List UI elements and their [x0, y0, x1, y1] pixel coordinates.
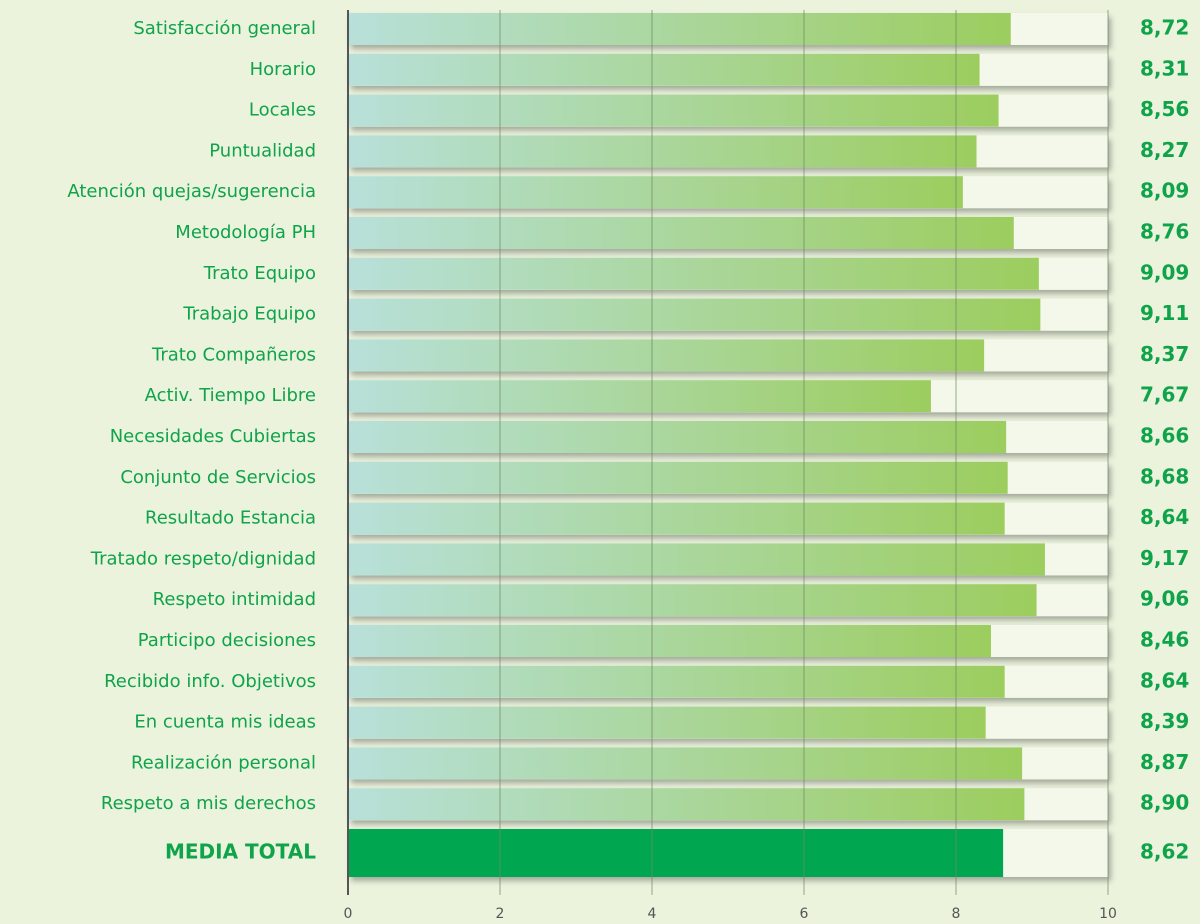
x-tick-label: 2 [496, 906, 505, 922]
value-label: 9,09 [1140, 260, 1189, 284]
category-label: MEDIA TOTAL [165, 840, 316, 864]
bar [348, 339, 985, 372]
category-label: En cuenta mis ideas [134, 712, 316, 733]
bar [348, 380, 931, 413]
category-label: Puntualidad [209, 140, 316, 161]
bar [348, 217, 1014, 249]
value-label: 8,87 [1140, 750, 1189, 774]
category-label: Realización personal [131, 752, 316, 773]
x-tick-label: 10 [1099, 906, 1117, 922]
category-label: Horario [250, 59, 316, 80]
category-label: Trato Compañeros [151, 344, 316, 365]
bar [348, 13, 1011, 45]
bar [348, 747, 1023, 780]
bar [348, 625, 991, 657]
value-label: 8,76 [1140, 220, 1189, 244]
bar [348, 176, 963, 209]
category-label: Recibido info. Objetivos [104, 671, 316, 692]
value-label: 8,62 [1140, 840, 1189, 864]
value-label: 7,67 [1140, 383, 1189, 407]
category-label: Respeto a mis derechos [101, 793, 316, 814]
value-label: 8,09 [1140, 179, 1189, 203]
value-label: 8,90 [1140, 791, 1189, 815]
value-label: 8,72 [1140, 16, 1189, 40]
bar [348, 829, 1004, 877]
value-label: 8,27 [1140, 138, 1189, 162]
category-label: Locales [249, 100, 316, 121]
category-label: Trato Equipo [203, 263, 316, 284]
bar [348, 502, 1005, 535]
category-label: Conjunto de Servicios [120, 467, 316, 488]
value-label: 8,37 [1140, 342, 1189, 366]
bar [348, 257, 1039, 290]
x-tick-label: 0 [344, 906, 353, 922]
value-label: 9,11 [1140, 301, 1189, 325]
value-label: 8,46 [1140, 628, 1189, 652]
category-label: Atención quejas/sugerencia [67, 181, 316, 202]
value-label: 8,56 [1140, 97, 1189, 121]
bar [348, 788, 1025, 821]
bar [348, 706, 986, 739]
bar [348, 135, 977, 168]
category-label: Metodología PH [175, 222, 316, 243]
category-label: Respeto intimidad [153, 589, 316, 610]
value-label: 9,17 [1140, 546, 1189, 570]
category-label: Resultado Estancia [145, 508, 316, 529]
value-label: 8,68 [1140, 464, 1189, 488]
value-label: 8,31 [1140, 56, 1189, 80]
category-label: Tratado respeto/dignidad [90, 548, 316, 569]
value-label: 8,64 [1140, 505, 1189, 529]
category-label: Activ. Tiempo Libre [145, 385, 316, 406]
category-label: Participo decisiones [138, 630, 316, 651]
category-label: Trabajo Equipo [182, 304, 316, 325]
x-tick-label: 8 [952, 906, 961, 922]
value-label: 9,06 [1140, 587, 1189, 611]
bar [348, 421, 1007, 453]
category-label: Necesidades Cubiertas [110, 426, 316, 447]
bar [348, 94, 999, 127]
bar [348, 298, 1041, 331]
x-tick-label: 6 [800, 906, 809, 922]
bar [348, 53, 980, 86]
x-tick-label: 4 [648, 906, 657, 922]
bar [348, 665, 1005, 698]
bar [348, 584, 1037, 617]
category-label: Satisfacción general [133, 18, 316, 39]
value-label: 8,39 [1140, 709, 1189, 733]
bar [348, 543, 1045, 576]
bar [348, 461, 1008, 494]
value-label: 8,66 [1140, 424, 1189, 448]
value-label: 8,64 [1140, 668, 1189, 692]
